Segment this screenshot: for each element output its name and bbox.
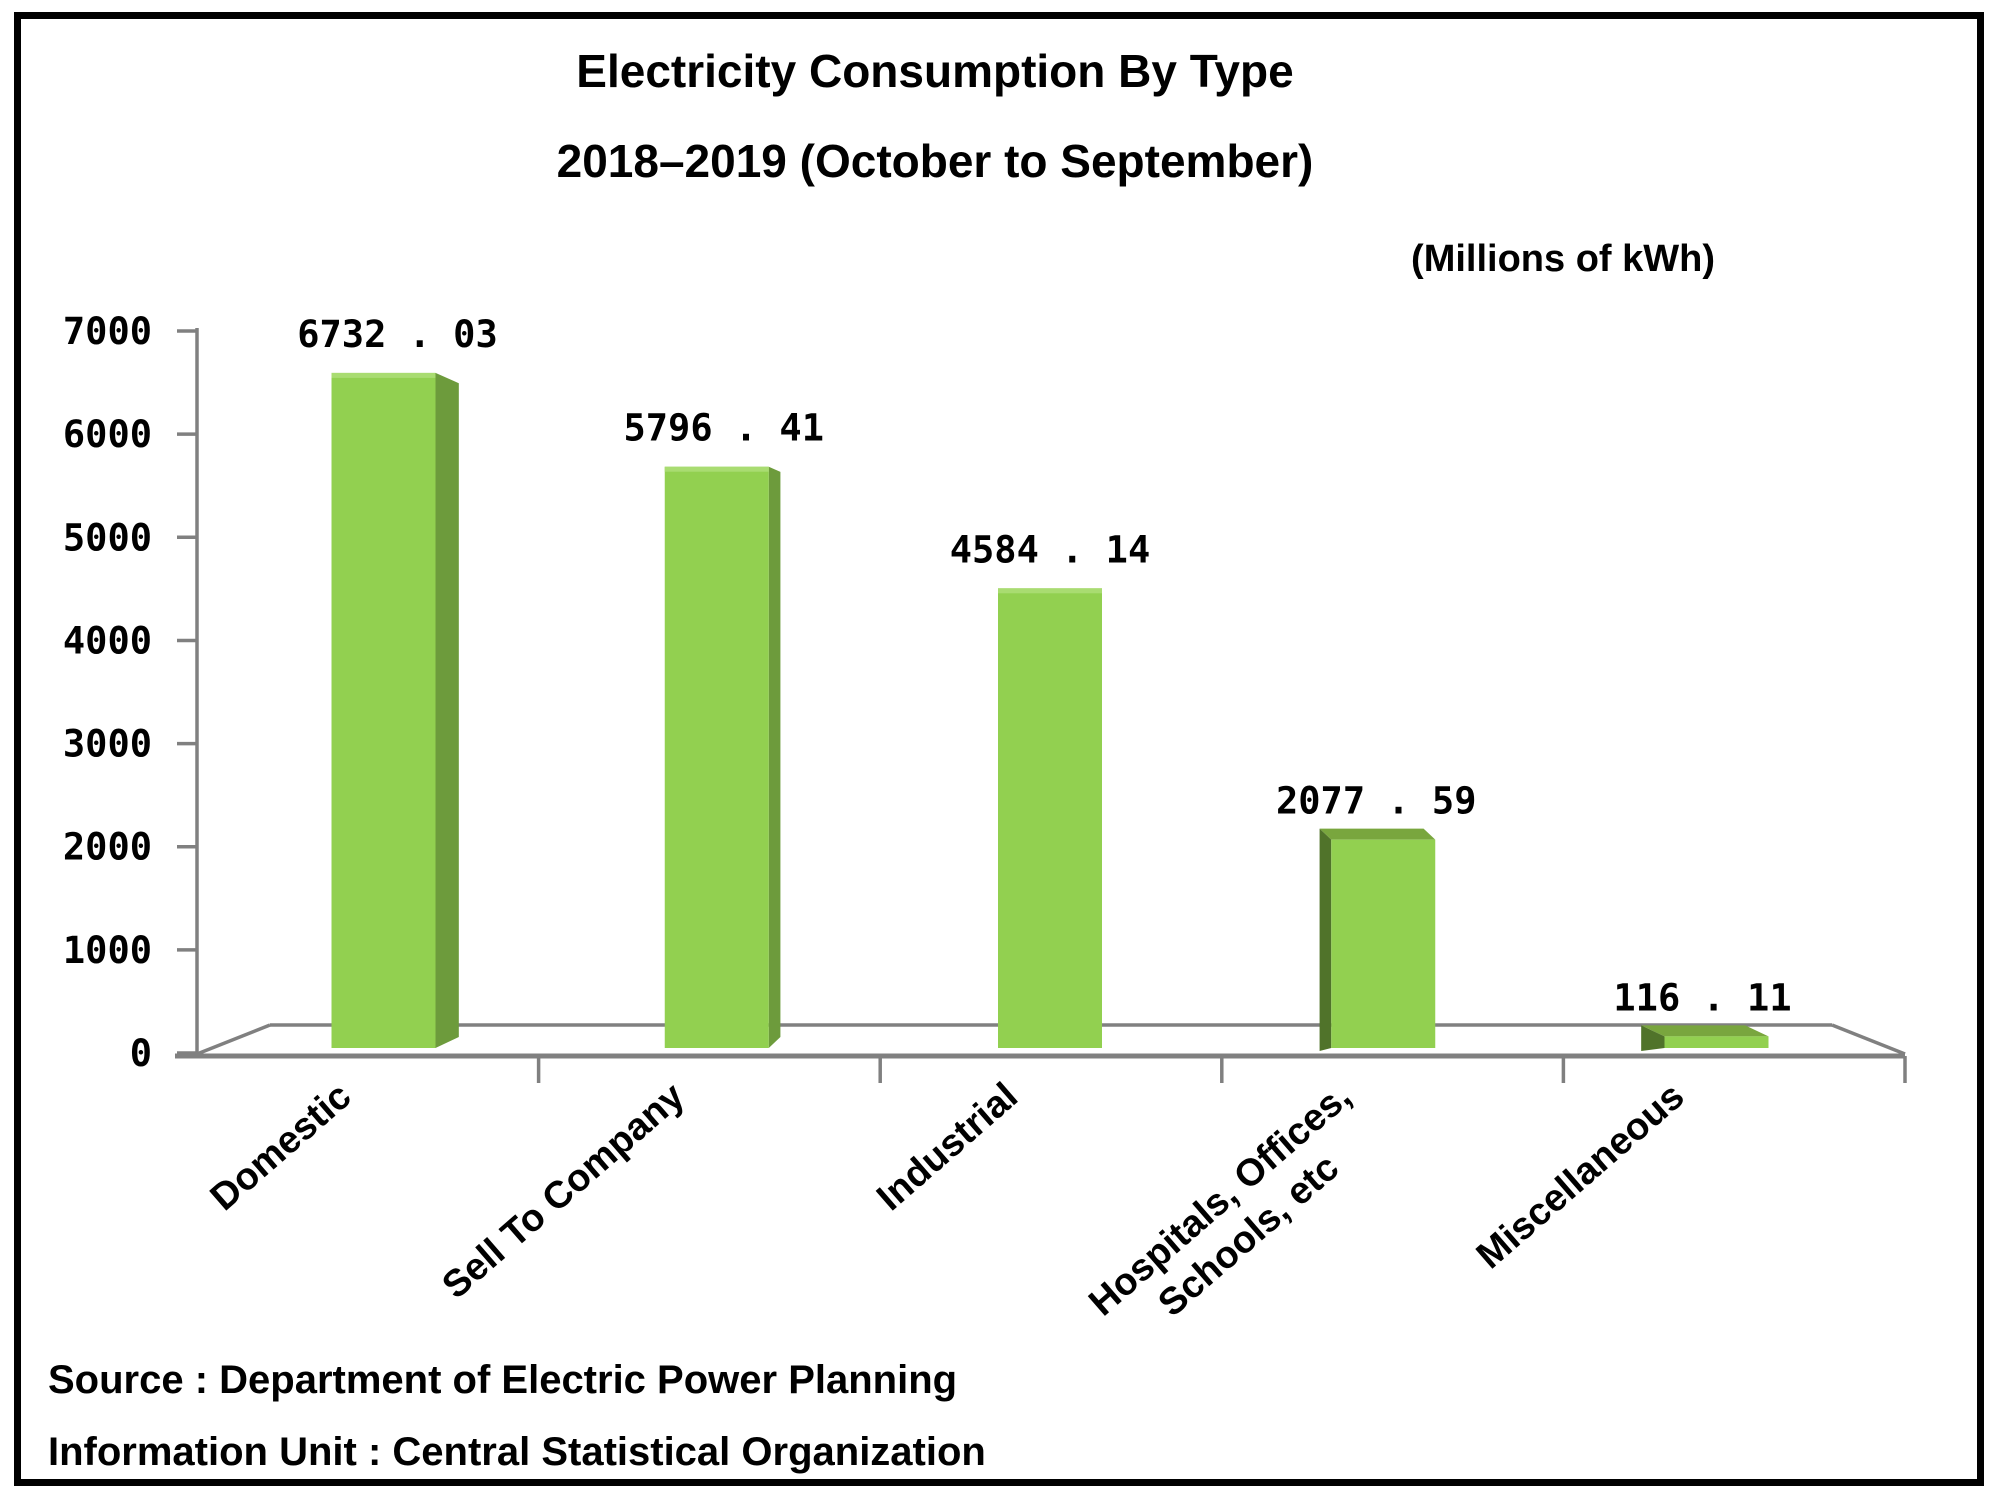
y-tick-label: 4000	[63, 619, 152, 662]
bar-value-label: 116 . 11	[1613, 976, 1791, 1019]
bar: 5796 . 41	[624, 407, 824, 1049]
bar-front-face	[664, 466, 769, 1049]
y-tick-label: 3000	[63, 723, 152, 766]
bar-top-face	[1319, 828, 1436, 840]
bar: 4584 . 14	[950, 528, 1150, 1048]
bar-side-face	[1641, 1025, 1665, 1051]
page-border-frame	[14, 12, 1984, 1486]
bar-value-label: 2077 . 59	[1276, 780, 1476, 823]
bar: 6732 . 03	[297, 313, 498, 1049]
category-label-line: Industrial	[869, 1075, 1026, 1219]
bar-top-highlight	[331, 372, 436, 378]
information-unit-note: Information Unit : Central Statistical O…	[48, 1430, 986, 1474]
category-label-line: Domestic	[203, 1075, 360, 1219]
bar-value-label: 5796 . 41	[624, 407, 824, 450]
source-note: Source : Department of Electric Power Pl…	[48, 1358, 958, 1402]
bar-side-face	[1319, 828, 1332, 1051]
bar-top-highlight	[998, 588, 1102, 594]
bar-front-face	[998, 588, 1102, 1048]
bar-front-face	[1664, 1036, 1769, 1048]
floor-right-edge	[1831, 1023, 1906, 1056]
bar: 116 . 11	[1613, 976, 1792, 1051]
chart-title: Electricity Consumption By Type	[576, 45, 1294, 97]
category-label-line: Sell To Company	[435, 1075, 693, 1307]
category-label: Domestic	[203, 1075, 360, 1219]
bar-front-face	[1331, 839, 1436, 1048]
bar-side-face	[435, 372, 459, 1049]
bar-top-face	[1641, 1025, 1769, 1037]
bar: 2077 . 59	[1276, 780, 1476, 1051]
category-label: Miscellaneous	[1469, 1075, 1693, 1277]
category-label: Hospitals, Offices,Schools, etc	[1081, 1075, 1359, 1325]
bar-front-face	[331, 372, 436, 1049]
category-label-line: Miscellaneous	[1469, 1075, 1693, 1277]
y-tick-label: 2000	[63, 826, 152, 869]
bar-side-face	[768, 466, 781, 1049]
floor-left-edge	[196, 1023, 271, 1056]
bar-value-label: 6732 . 03	[297, 313, 497, 356]
y-tick-label: 0	[130, 1032, 152, 1075]
bar-value-label: 4584 . 14	[950, 528, 1150, 571]
bar-top-highlight	[664, 466, 769, 472]
category-label: Sell To Company	[435, 1075, 693, 1307]
y-tick-label: 5000	[63, 516, 152, 559]
category-label: Industrial	[869, 1075, 1026, 1219]
chart-subtitle: 2018–2019 (October to September)	[556, 135, 1314, 187]
y-tick-label: 7000	[63, 310, 152, 353]
unit-note: (Millions of kWh)	[1411, 238, 1715, 280]
y-tick-label: 6000	[63, 413, 152, 456]
y-tick-label: 1000	[63, 929, 152, 972]
